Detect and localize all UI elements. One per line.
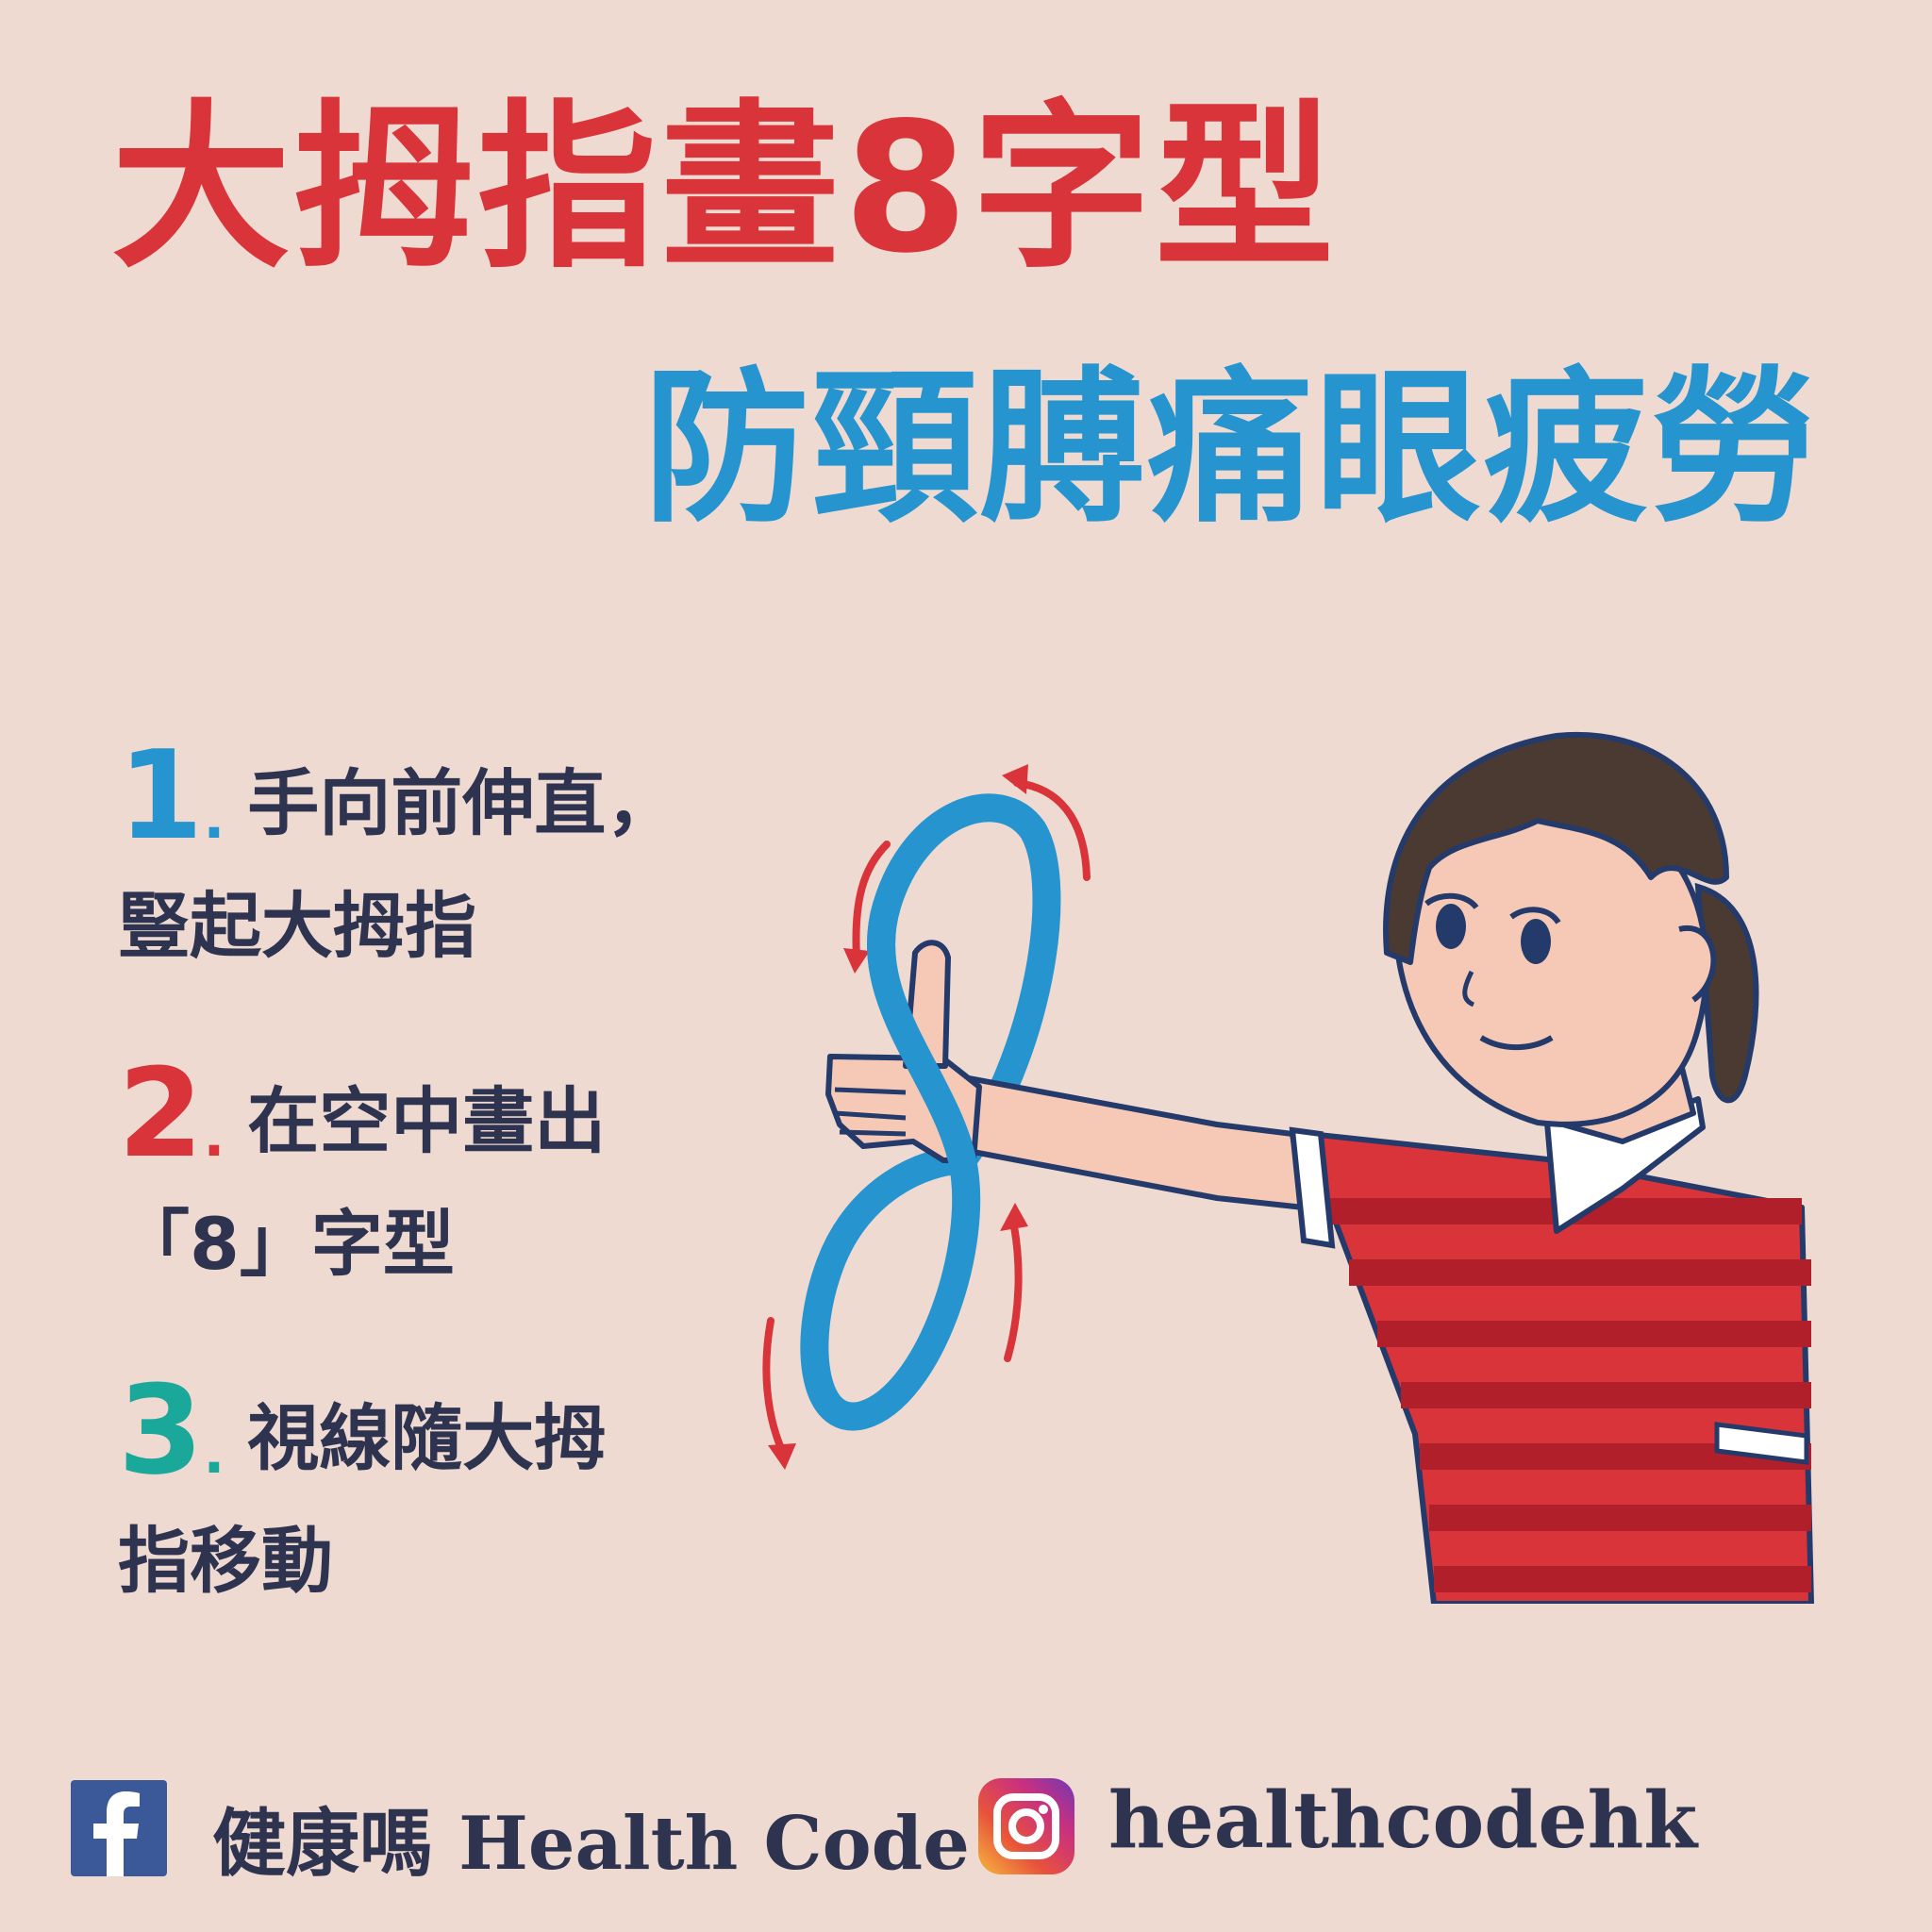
facebook-icon[interactable] — [71, 1780, 167, 1876]
step-1-line2: 豎起大拇指 — [118, 884, 476, 968]
step-1: 1. 手向前伸直， 豎起大拇指 — [118, 734, 677, 988]
arrow-top-right — [1013, 779, 1091, 881]
character-head — [1383, 731, 1759, 1127]
step-2-line2: 「8」字型 — [118, 1202, 455, 1286]
step-3-number: 3. — [118, 1358, 225, 1502]
arm — [941, 1071, 1307, 1210]
page-title: 大拇指畫8字型 — [111, 84, 1339, 292]
mouth — [1479, 1035, 1554, 1051]
instagram-handle: healthcodehk — [1108, 1775, 1698, 1866]
page-subtitle: 防頸膊痛眼疲勞 — [643, 352, 1820, 545]
arrow-bottom-left — [762, 1317, 787, 1457]
right-eye — [1521, 919, 1551, 964]
step-3: 3. 視線隨大拇 指移動 — [118, 1369, 606, 1623]
footer: 健康嗎 Health Code healthcodehk — [71, 1774, 1863, 1887]
step-1-number: 1. — [118, 724, 225, 867]
arrow-heads — [768, 764, 1028, 1470]
thumb-exercise-illustration — [762, 731, 1814, 1604]
step-3-line1: 視線隨大拇 — [247, 1396, 607, 1480]
motion-arrows — [762, 779, 1091, 1457]
step-2-number: 2. — [118, 1041, 225, 1185]
facebook-page-name: 健康嗎 Health Code — [212, 1801, 970, 1887]
left-eye — [1436, 904, 1466, 949]
step-1-line1: 手向前伸直， — [247, 761, 678, 845]
arrow-lower-right — [1004, 1223, 1023, 1362]
step-2-line1: 在空中畫出 — [247, 1079, 607, 1163]
step-2: 2. 在空中畫出 「8」字型 — [118, 1052, 606, 1306]
arrow-upper-left — [852, 841, 891, 961]
step-3-line2: 指移動 — [118, 1519, 333, 1603]
instagram-icon[interactable] — [978, 1778, 1074, 1874]
shirt — [1289, 1096, 1814, 1604]
